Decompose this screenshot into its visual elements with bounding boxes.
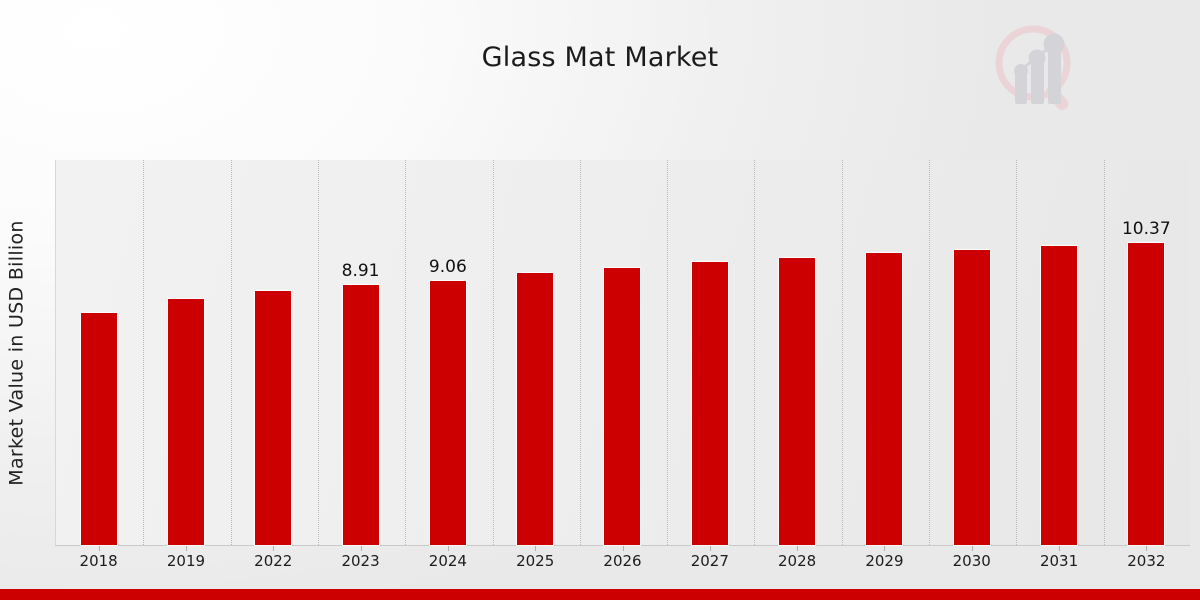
bar-slot: 10.37 [1103,160,1190,545]
bar-slot: 8.91 [317,160,404,545]
x-axis-label-2026: 2026 [603,552,642,570]
x-axis-label-2025: 2025 [516,552,555,570]
x-axis-tick [1146,546,1148,551]
x-axis-label-2023: 2023 [341,552,380,570]
market-research-magnifier-logo [985,18,1090,118]
bar-2031[interactable] [1041,246,1078,545]
bar-2026[interactable] [604,268,641,545]
bar-2022[interactable] [255,291,292,545]
bar-2029[interactable] [866,253,903,545]
y-axis-title-text: Market Value in USD Billion [6,219,29,486]
bar-slot [492,160,579,545]
x-axis-tick [971,546,973,551]
x-axis-label-2022: 2022 [254,552,293,570]
y-axis-title: Market Value in USD Billion [0,160,34,545]
bar-2019[interactable] [167,299,204,545]
x-axis-tick [98,546,100,551]
x-axis-label-2029: 2029 [865,552,904,570]
bar-value-label-2032: 10.37 [1121,219,1171,239]
x-axis-tick [360,546,362,551]
bar-2027[interactable] [691,262,728,545]
bar-value-label-2024: 9.06 [428,257,467,277]
bar-slot [666,160,753,545]
x-axis-label-2019: 2019 [166,552,206,570]
x-axis-label-2030: 2030 [952,552,991,570]
x-axis-label-2018: 2018 [79,552,118,570]
bar-slot: 9.06 [404,160,491,545]
x-axis-tick [447,546,449,551]
x-axis-tick [273,546,275,551]
bar-2028[interactable] [779,258,816,545]
bar-value-label-2023: 8.91 [341,261,380,281]
bar-slot [55,160,142,545]
x-axis-labels: 2018 2019 2022 2023 2024 2025 2026 2027 2028 2029… [55,546,1190,574]
bar-slot [230,160,317,545]
x-axis-label-2032: 2032 [1127,552,1166,570]
bar-2018[interactable] [80,313,117,545]
bar-slot [753,160,840,545]
x-axis-tick [797,546,799,551]
x-axis-tick [622,546,624,551]
footer-accent-strip [0,589,1200,600]
x-axis-label-2027: 2027 [690,552,729,570]
x-axis-label-2028: 2028 [778,552,817,570]
page-title: Glass Mat Market [481,42,719,73]
x-axis-tick [709,546,711,551]
bar-2024[interactable] [429,281,466,545]
logo-svg [995,25,1071,110]
bar-2023[interactable] [342,285,379,545]
x-axis-tick [1059,546,1061,551]
bar-slot [579,160,666,545]
bar-series: 8.91 9.06 10.37 [55,160,1190,545]
x-axis-label-2024: 2024 [428,552,467,570]
x-axis-tick [185,546,187,551]
bar-slot [841,160,928,545]
bar-2025[interactable] [517,273,554,545]
bar-slot [928,160,1015,545]
x-axis-tick [535,546,537,551]
x-axis-tick [884,546,886,551]
bar-slot [1015,160,1102,545]
x-axis-label-2031: 2031 [1039,552,1079,570]
bar-2032[interactable] [1128,243,1165,545]
bar-2030[interactable] [953,250,990,545]
bar-slot [142,160,229,545]
x-axis-line [55,545,1190,546]
